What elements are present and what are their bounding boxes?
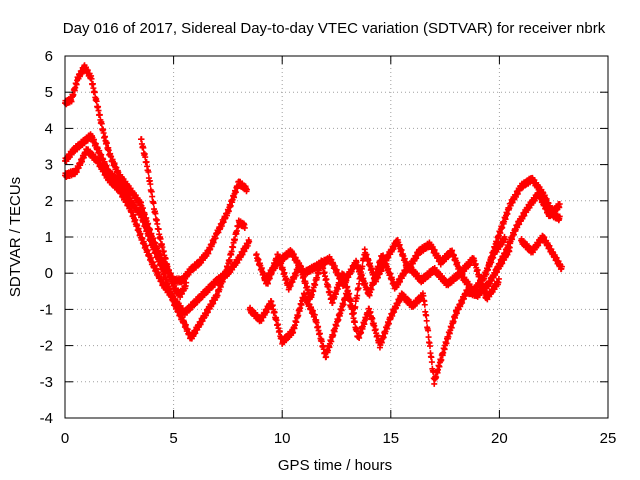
- data-point: [150, 200, 157, 207]
- data-point: [93, 98, 100, 105]
- series-track-6: [253, 233, 509, 317]
- data-point: [145, 168, 152, 175]
- data-point: [352, 303, 359, 310]
- data-points: [62, 62, 565, 387]
- data-point: [246, 238, 253, 245]
- data-point: [423, 312, 430, 319]
- y-tick-label: 3: [45, 157, 53, 174]
- y-tick-label: -2: [40, 338, 53, 355]
- series-track-3: [62, 146, 253, 318]
- data-point: [155, 226, 162, 233]
- plot-frame: [64, 55, 609, 419]
- data-point: [226, 256, 233, 263]
- y-tick-label: 2: [45, 193, 53, 210]
- data-point: [231, 236, 238, 243]
- data-point: [162, 255, 169, 262]
- data-point: [183, 279, 190, 286]
- x-axis-label: GPS time / hours: [278, 457, 392, 474]
- x-tick-label: 20: [491, 430, 508, 447]
- x-tick-label: 10: [274, 430, 291, 447]
- data-point: [149, 193, 156, 200]
- data-point: [354, 292, 361, 299]
- data-point: [98, 120, 105, 127]
- data-point: [140, 144, 147, 151]
- series-track-2: [62, 131, 248, 342]
- y-tick-label: 6: [45, 48, 53, 65]
- series-track-10: [518, 232, 565, 273]
- y-tick-label: 4: [45, 120, 53, 137]
- y-tick-label: 1: [45, 229, 53, 246]
- data-point: [88, 75, 95, 82]
- data-point: [142, 154, 149, 161]
- y-tick-label: -3: [40, 374, 53, 391]
- data-point: [425, 327, 432, 334]
- x-tick-label: 0: [61, 430, 69, 447]
- data-point: [91, 89, 98, 96]
- chart-title: Day 016 of 2017, Sidereal Day-to-day VTE…: [63, 20, 606, 37]
- data-point: [152, 210, 159, 217]
- data-point: [147, 181, 154, 188]
- grid-lines: [65, 56, 608, 418]
- data-point: [425, 334, 432, 341]
- y-tick-label: 5: [45, 84, 53, 101]
- y-tick-label: -4: [40, 410, 53, 427]
- x-tick-label: 15: [382, 430, 399, 447]
- data-point: [356, 280, 363, 287]
- x-tick-label: 5: [169, 430, 177, 447]
- data-point: [243, 186, 250, 193]
- x-tick-label: 25: [600, 430, 617, 447]
- y-tick-label: -1: [40, 301, 53, 318]
- data-point: [423, 317, 430, 324]
- data-point: [351, 319, 358, 326]
- data-point: [157, 235, 164, 242]
- y-axis-ticks: -4 -3 -2 -1 0 1 2 3 4 5 6: [40, 48, 608, 427]
- y-tick-label: 0: [45, 265, 53, 282]
- data-point: [241, 224, 248, 231]
- series-track-4: [138, 136, 190, 301]
- data-point: [428, 359, 435, 366]
- data-point: [421, 301, 428, 308]
- y-axis-label: SDTVAR / TECUs: [7, 177, 24, 297]
- data-point: [426, 343, 433, 350]
